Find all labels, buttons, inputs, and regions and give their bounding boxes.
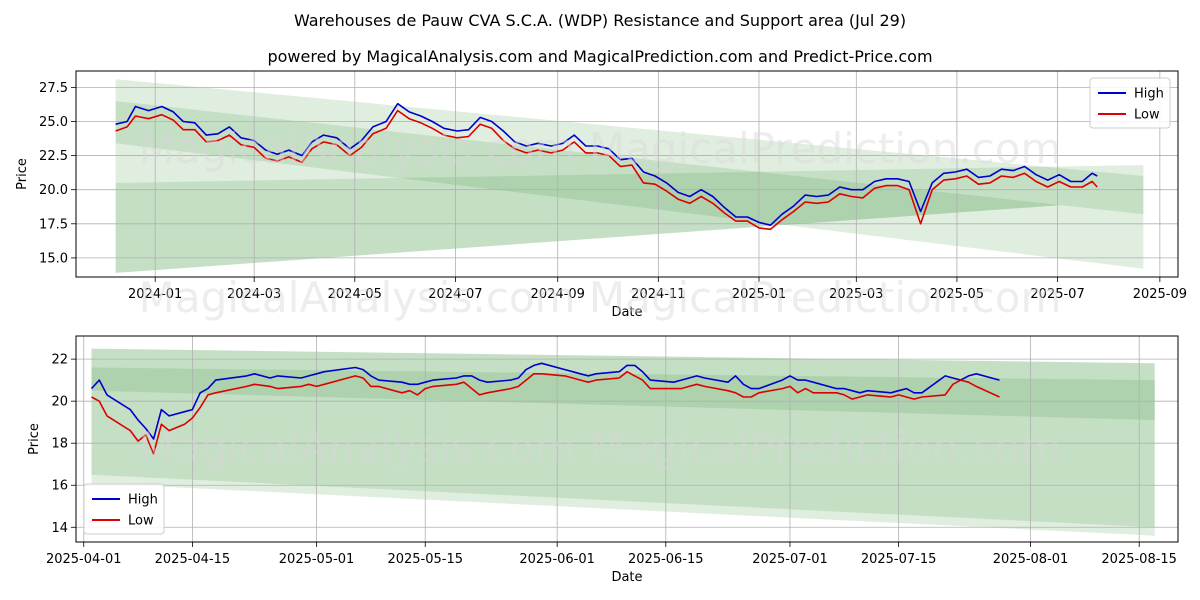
chart-title: Warehouses de Pauw CVA S.C.A. (WDP) Resi…: [294, 11, 906, 30]
legend-label-low: Low: [1134, 108, 1160, 123]
series-low-line: [115, 109, 1098, 231]
band-2: [115, 101, 1144, 273]
y-tick-label: 18: [51, 437, 68, 452]
legend: High Low: [1089, 77, 1171, 129]
x-tick-label: 2025-03: [829, 287, 883, 302]
x-tick-label: 2025-07-15: [861, 552, 937, 567]
x-tick-label: 2025-08-01: [993, 552, 1069, 567]
watermark-bottom: MagicalAnalysis.com MagicalPrediction.co…: [139, 423, 1062, 472]
y-axis-label: Price: [27, 423, 42, 455]
y-tick-label: 27.5: [39, 81, 68, 96]
x-tick-label: 2025-04-01: [46, 552, 122, 567]
series-high-line: [115, 102, 1098, 226]
y-tick-label: 20.0: [39, 183, 68, 198]
x-tick-label: 2025-05: [930, 287, 984, 302]
watermark-top: MagicalAnalysis.com MagicalPrediction.co…: [139, 124, 1062, 173]
x-tick-label: 2025-06-15: [628, 552, 704, 567]
legend: High Low: [83, 483, 165, 535]
x-tick-label: 2025-07: [1030, 287, 1084, 302]
plot-frame: [75, 335, 1179, 543]
chart-subtitle: powered by MagicalAnalysis.com and Magic…: [267, 47, 932, 66]
x-tick-label: 2025-04-15: [155, 552, 231, 567]
x-tick-label: 2025-09: [1133, 287, 1187, 302]
legend-label-low: Low: [128, 514, 154, 529]
x-axis-label: Date: [611, 570, 642, 585]
watermark-middle: MagicalAnalysis.com MagicalPrediction.co…: [139, 273, 1062, 322]
top-chart-panel: 15.0 17.5 20.0 22.5 25.0 27.5 2024-01 2024-03 20…: [15, 70, 1187, 320]
y-tick-label: 16: [51, 479, 68, 494]
y-axis-label: Price: [15, 158, 30, 190]
x-tick-label: 2024-03: [227, 287, 281, 302]
y-tick-label: 14: [51, 521, 68, 536]
x-tick-label: 2024-01: [128, 287, 182, 302]
legend-label-high: High: [1134, 87, 1164, 102]
x-tick-label: 2024-07: [428, 287, 482, 302]
x-tick-label: 2025-01: [732, 287, 786, 302]
legend-box: [1089, 77, 1171, 129]
x-tick-label: 2024-05: [328, 287, 382, 302]
x-tick-label: 2025-07-01: [752, 552, 828, 567]
x-tick-label: 2024-09: [531, 287, 585, 302]
band-2: [91, 367, 1155, 421]
legend-box: [83, 483, 165, 535]
y-tick-label: 15.0: [39, 251, 68, 266]
y-tick-label: 20: [51, 395, 68, 410]
x-tick-label: 2025-06-01: [519, 552, 595, 567]
legend-label-high: High: [128, 493, 158, 508]
x-tick-label: 2025-05-01: [279, 552, 355, 567]
x-tick-label: 2024-11: [631, 287, 685, 302]
band-1: [91, 348, 1155, 536]
x-tick-label: 2025-05-15: [387, 552, 463, 567]
y-tick-label: 22: [51, 353, 68, 368]
series-low-line: [91, 370, 1000, 455]
plot-frame: [75, 70, 1179, 278]
y-tick-label: 22.5: [39, 149, 68, 164]
x-axis-label: Date: [611, 305, 642, 320]
x-tick-label: 2025-08-15: [1101, 552, 1177, 567]
y-tick-label: 25.0: [39, 115, 68, 130]
y-tick-label: 17.5: [39, 217, 68, 232]
bottom-chart-panel: 14 16 18 20 22 2025-04-01 2025-04-15 2025-05-01…: [27, 335, 1179, 585]
band-3: [115, 165, 1144, 273]
series-high-line: [90, 362, 1000, 440]
